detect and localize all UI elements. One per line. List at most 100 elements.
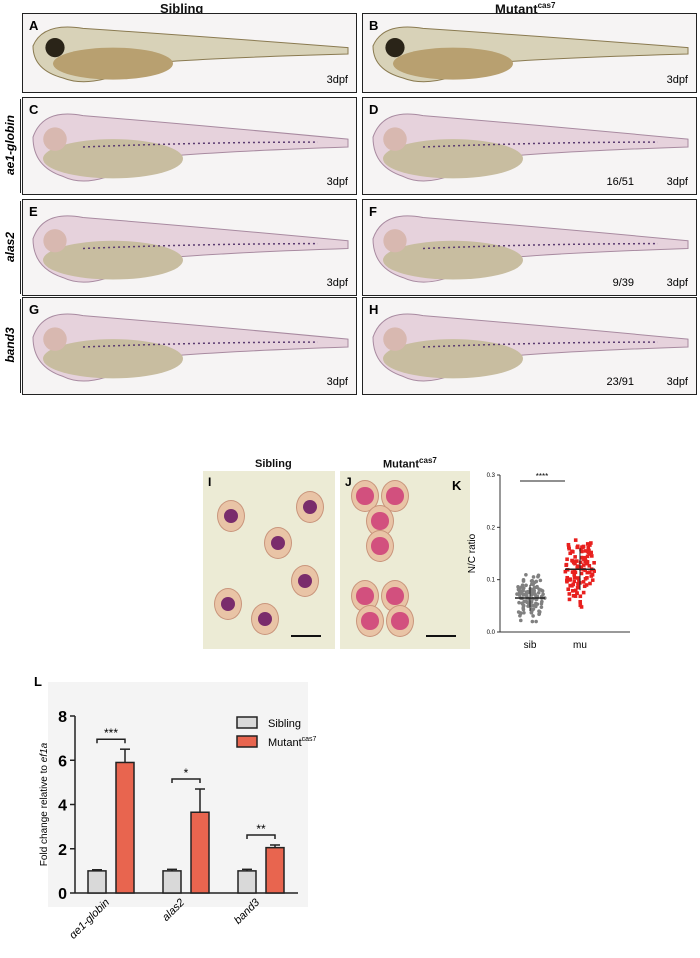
data-point <box>531 575 536 579</box>
data-point <box>518 618 523 623</box>
data-point <box>588 570 592 575</box>
erythrocyte <box>291 565 319 597</box>
data-point <box>579 549 584 554</box>
y-tick-label: 6 <box>58 753 67 770</box>
nucleus <box>298 574 312 588</box>
panel-label: A <box>29 18 39 33</box>
nc-ratio-scatter-chart: 0.0 0.1 0.2 0.3 N/C ratio sib mu **** <box>467 472 630 651</box>
panel-label: J <box>345 475 352 489</box>
data-point <box>524 572 528 577</box>
y-tick-label: 0.2 <box>487 525 496 531</box>
data-point <box>567 597 572 602</box>
significance-bracket <box>171 778 201 784</box>
data-point <box>534 619 538 624</box>
panel-label: G <box>29 302 40 317</box>
data-point <box>522 610 526 615</box>
data-point <box>531 614 535 618</box>
significance-label: ** <box>256 822 266 836</box>
embryo-image <box>32 26 349 83</box>
data-point <box>583 576 588 581</box>
bar <box>115 761 135 894</box>
data-point <box>575 545 580 550</box>
data-point <box>565 579 569 584</box>
embryo-panel-e: E 3dpf <box>22 199 357 296</box>
data-point <box>534 601 538 606</box>
significance-label: **** <box>536 472 548 481</box>
data-point <box>585 554 590 559</box>
nucleus <box>386 487 404 505</box>
panel-label: C <box>29 102 39 117</box>
y-axis-label: Fold change relative to ef1a <box>39 742 50 866</box>
mutant-sup: cas7 <box>537 1 556 10</box>
data-point <box>573 570 578 575</box>
data-point <box>589 541 593 545</box>
stage-label: 3dpf <box>326 176 348 188</box>
nucleus <box>361 612 379 630</box>
bar <box>265 846 285 894</box>
bar <box>190 811 210 894</box>
embryo-image <box>372 313 689 382</box>
data-point <box>576 581 580 586</box>
data-point <box>588 581 592 586</box>
data-point <box>573 555 577 559</box>
significance-bracket <box>246 834 276 839</box>
data-point <box>584 583 589 587</box>
nucleus <box>303 500 317 514</box>
data-point <box>570 583 574 588</box>
data-point <box>592 560 596 565</box>
data-point <box>570 558 574 563</box>
data-point <box>586 545 591 550</box>
data-point <box>532 589 537 593</box>
data-point <box>541 592 545 597</box>
legend-swatch <box>236 735 258 748</box>
panel-label-l: L <box>34 674 42 689</box>
y-tick-label: 0.3 <box>487 473 496 479</box>
data-point <box>579 566 583 571</box>
data-point <box>585 542 590 546</box>
data-point <box>572 572 576 577</box>
embryo-image <box>372 26 689 83</box>
bar <box>237 870 257 894</box>
data-point <box>524 583 528 588</box>
mutant-text: Mutant <box>495 1 538 17</box>
data-point <box>534 604 538 609</box>
data-point <box>583 549 588 553</box>
data-point <box>530 578 535 583</box>
data-point <box>536 590 541 595</box>
data-point <box>581 580 586 584</box>
penetrance-count: 23/91 <box>606 376 634 388</box>
data-point <box>581 590 586 595</box>
column-title-sibling: Sibling <box>160 1 204 16</box>
stage-label: 3dpf <box>666 376 688 388</box>
erythrocyte <box>217 500 245 532</box>
embryo-image <box>32 113 349 182</box>
data-point <box>581 563 586 567</box>
blood-smear-sibling: I <box>203 471 335 649</box>
legend-label: Sibling <box>268 718 301 730</box>
significance-bracket <box>96 738 126 744</box>
data-point <box>521 577 526 582</box>
stage-label: 3dpf <box>666 277 688 289</box>
stage-label: 3dpf <box>326 74 348 86</box>
stage-label: 3dpf <box>666 176 688 188</box>
data-point <box>576 576 580 580</box>
data-point <box>518 613 522 618</box>
data-point <box>590 554 594 558</box>
data-point <box>564 562 569 567</box>
data-point <box>583 568 588 573</box>
data-point <box>570 570 575 574</box>
nucleus <box>391 612 409 630</box>
data-point <box>590 572 595 577</box>
penetrance-count: 16/51 <box>606 176 634 188</box>
y-tick-label: 0.1 <box>487 578 496 584</box>
panel-label: B <box>369 18 379 33</box>
panel-label: F <box>369 204 377 219</box>
erythrocyte <box>264 527 292 559</box>
data-point <box>579 555 584 560</box>
embryo-image <box>32 313 349 382</box>
data-point <box>587 548 591 553</box>
row-divider <box>20 201 21 294</box>
data-point <box>530 619 535 624</box>
erythrocyte <box>251 603 279 635</box>
